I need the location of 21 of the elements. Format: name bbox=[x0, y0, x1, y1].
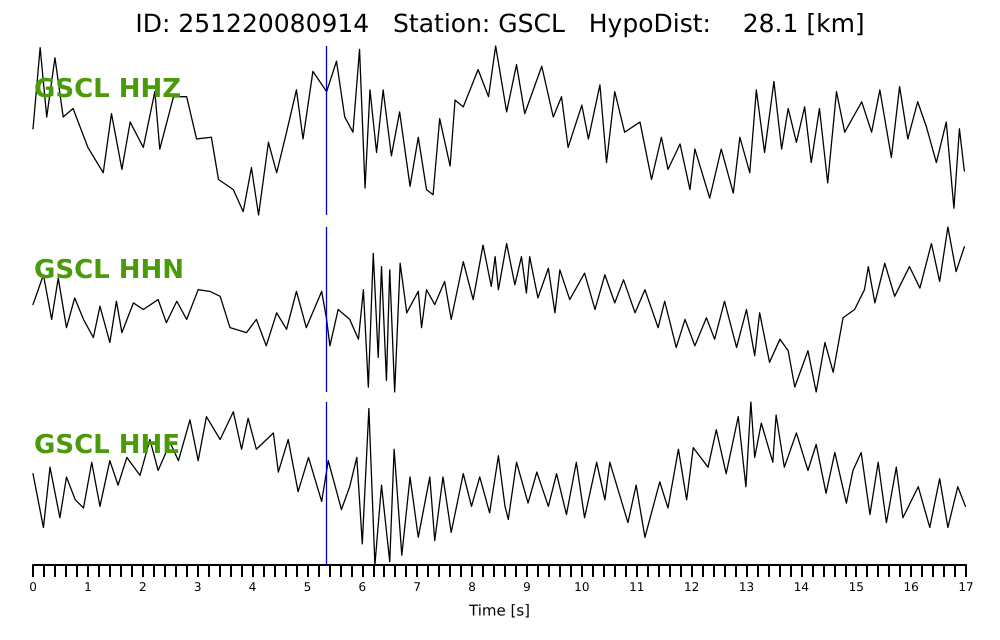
x-tick-label: 6 bbox=[358, 580, 366, 594]
annotation: GSCL HHN bbox=[34, 255, 184, 285]
chart-title: ID: 251220080914 Station: GSCL HypoDist: 28.1 [km] bbox=[135, 9, 865, 38]
x-tick-label: 12 bbox=[684, 580, 700, 594]
x-axis-title: Time [s] bbox=[468, 602, 530, 620]
x-tick-label: 11 bbox=[629, 580, 644, 594]
x-tick-label: 13 bbox=[738, 580, 754, 594]
x-tick-label: 17 bbox=[958, 580, 974, 594]
x-tick-label: 9 bbox=[523, 580, 531, 594]
x-tick-label: 16 bbox=[903, 580, 919, 594]
x-tick-label: 4 bbox=[248, 580, 256, 594]
x-tick-label: 5 bbox=[304, 580, 312, 594]
x-tick-label: 14 bbox=[794, 580, 809, 594]
x-tick-label: 7 bbox=[413, 580, 421, 594]
x-tick-label: 3 bbox=[194, 580, 202, 594]
x-tick-label: 0 bbox=[29, 580, 37, 594]
x-tick-label: 10 bbox=[574, 580, 590, 594]
x-tick-label: 2 bbox=[138, 580, 147, 594]
x-tick-label: 15 bbox=[848, 580, 864, 594]
x-tick-label: 1 bbox=[84, 580, 92, 594]
x-tick-label: 8 bbox=[468, 580, 476, 594]
